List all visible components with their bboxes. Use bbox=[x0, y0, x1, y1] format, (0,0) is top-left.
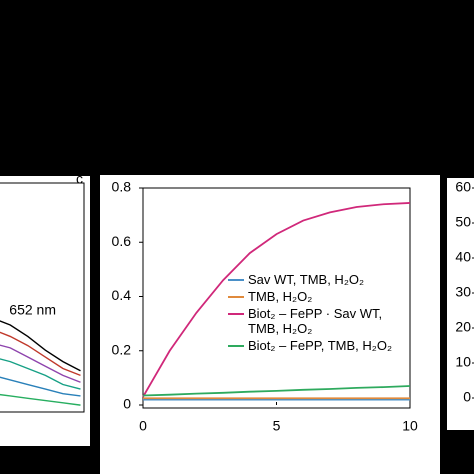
legend-entry: TMB, H₂O₂ bbox=[228, 289, 413, 304]
series-line bbox=[0, 393, 81, 406]
series-line bbox=[0, 320, 81, 372]
series-line bbox=[0, 344, 81, 383]
y-tick-label: 50 bbox=[455, 214, 471, 230]
legend-label: TMB, H₂O₂ bbox=[248, 289, 313, 304]
legend-entry: Biot₂ – FePP · Sav WT, TMB, H₂O₂ bbox=[228, 306, 413, 336]
axes-frame bbox=[0, 182, 85, 413]
x-tick-label: 10 bbox=[402, 418, 418, 434]
legend-label: Sav WT, TMB, H₂O₂ bbox=[248, 272, 365, 287]
y-tick-label: 40 bbox=[455, 249, 471, 265]
y-tick-label: 60 bbox=[455, 179, 471, 195]
y-tick-label: 30 bbox=[455, 284, 471, 300]
legend: Sav WT, TMB, H₂O₂ TMB, H₂O₂ Biot₂ – FePP ·… bbox=[228, 272, 413, 353]
y-tick-label: 0 bbox=[123, 396, 131, 412]
legend-swatch bbox=[228, 279, 244, 281]
legend-swatch bbox=[228, 313, 244, 315]
series-line bbox=[0, 358, 81, 390]
x-tick-label: 5 bbox=[273, 418, 281, 434]
panel-right bbox=[447, 178, 474, 430]
y-tick-label: 0.2 bbox=[112, 341, 132, 357]
legend-entry: Biot₂ – FePP, TMB, H₂O₂ bbox=[228, 338, 413, 353]
y-tick-label: 20 bbox=[455, 319, 471, 335]
annotation: 652 nm bbox=[9, 302, 56, 318]
axes-frame bbox=[142, 187, 411, 409]
legend-swatch bbox=[228, 345, 244, 347]
series-line bbox=[0, 331, 81, 377]
series-line bbox=[142, 385, 411, 397]
panel-label: c bbox=[76, 171, 83, 187]
legend-label: Biot₂ – FePP, TMB, H₂O₂ bbox=[248, 338, 392, 353]
y-tick-label: 10 bbox=[455, 354, 471, 370]
series-line bbox=[142, 202, 411, 398]
panel-middle bbox=[100, 175, 440, 474]
y-tick-label: 0 bbox=[463, 389, 471, 405]
legend-entry: Sav WT, TMB, H₂O₂ bbox=[228, 272, 413, 287]
y-tick-label: 0.6 bbox=[112, 233, 132, 249]
series-line bbox=[0, 376, 81, 397]
x-tick-label: 0 bbox=[139, 418, 147, 434]
y-tick-label: 0.4 bbox=[112, 287, 132, 303]
legend-label: Biot₂ – FePP · Sav WT, TMB, H₂O₂ bbox=[248, 306, 383, 336]
legend-swatch bbox=[228, 296, 244, 298]
y-tick-label: 0.8 bbox=[112, 179, 132, 195]
legend-box: Sav WT, TMB, H₂O₂ TMB, H₂O₂ Biot₂ – FePP ·… bbox=[228, 272, 413, 353]
